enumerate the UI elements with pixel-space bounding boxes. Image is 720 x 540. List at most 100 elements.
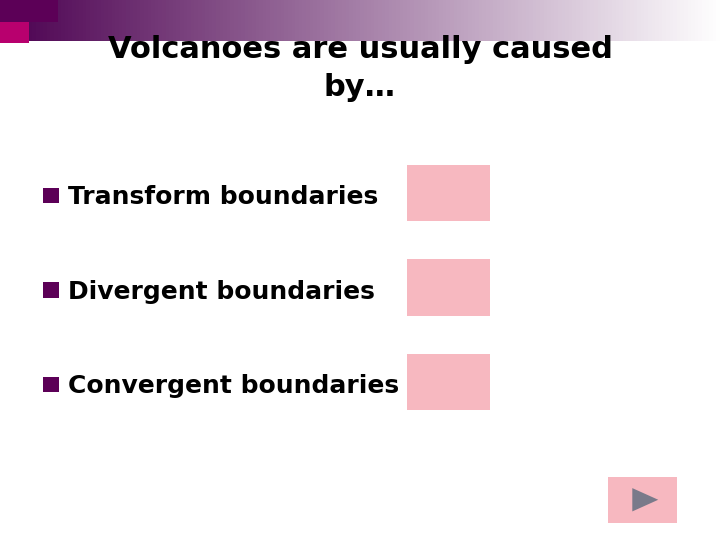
Bar [472, 0, 475, 40]
Bar [40, 0, 43, 40]
Bar [612, 0, 616, 40]
Bar [576, 0, 580, 40]
Bar [659, 0, 662, 40]
Bar [342, 0, 346, 40]
Bar [119, 0, 122, 40]
Bar [284, 0, 288, 40]
Bar [515, 0, 518, 40]
Bar [698, 0, 702, 40]
Bar [7, 0, 11, 40]
Bar [580, 0, 583, 40]
Bar [454, 0, 457, 40]
Bar [194, 0, 198, 40]
Bar [644, 0, 648, 40]
Bar [428, 0, 432, 40]
Bar [288, 0, 292, 40]
Bar [238, 0, 241, 40]
Bar [407, 354, 490, 410]
Bar [482, 0, 486, 40]
Bar [594, 0, 598, 40]
Bar [324, 0, 328, 40]
Bar [662, 0, 666, 40]
Bar [79, 0, 83, 40]
Bar [166, 0, 169, 40]
Bar [637, 0, 641, 40]
Bar [475, 0, 479, 40]
Bar [407, 259, 490, 316]
Bar [0, 22, 29, 43]
Bar [497, 0, 500, 40]
Bar [162, 0, 166, 40]
Bar [356, 0, 360, 40]
Bar [259, 0, 263, 40]
Bar [432, 0, 436, 40]
Bar [364, 0, 367, 40]
Bar [382, 0, 385, 40]
Bar [266, 0, 270, 40]
Bar [421, 0, 425, 40]
Bar [673, 0, 677, 40]
Bar [58, 0, 61, 40]
Bar [716, 0, 720, 40]
Bar [436, 0, 439, 40]
Bar [367, 0, 371, 40]
Bar [392, 0, 396, 40]
Bar [0, 0, 4, 40]
Bar [684, 0, 688, 40]
Bar [313, 0, 317, 40]
Bar [0, 0, 29, 22]
Bar [634, 0, 637, 40]
Bar [691, 0, 695, 40]
Bar [338, 0, 342, 40]
Bar [140, 0, 144, 40]
Bar [274, 0, 277, 40]
Bar [547, 0, 551, 40]
Bar [50, 0, 54, 40]
Bar [695, 0, 698, 40]
Bar [191, 0, 194, 40]
Bar [619, 0, 623, 40]
Bar [11, 0, 14, 40]
Bar [587, 0, 590, 40]
Text: Volcanoes are usually caused
by…: Volcanoes are usually caused by… [107, 35, 613, 102]
Bar [148, 0, 151, 40]
Bar [490, 0, 493, 40]
Bar [234, 0, 238, 40]
Bar [443, 0, 446, 40]
Bar [457, 0, 461, 40]
Bar [144, 0, 148, 40]
Bar [216, 0, 220, 40]
Bar [248, 0, 252, 40]
Bar [536, 0, 540, 40]
Bar [583, 0, 587, 40]
Bar [353, 0, 356, 40]
Bar [292, 0, 295, 40]
Bar [76, 0, 79, 40]
Bar [198, 0, 202, 40]
Bar [396, 0, 400, 40]
Bar [623, 0, 626, 40]
Bar [14, 0, 18, 40]
Bar [608, 477, 677, 523]
Bar [47, 0, 50, 40]
Bar [180, 0, 184, 40]
Bar [590, 0, 594, 40]
Bar [252, 0, 256, 40]
Bar [72, 0, 76, 40]
Bar [400, 0, 403, 40]
Bar [173, 0, 176, 40]
Bar [360, 0, 364, 40]
Bar [572, 0, 576, 40]
Bar [544, 0, 547, 40]
Bar [414, 0, 418, 40]
Bar [529, 0, 533, 40]
Bar [608, 0, 612, 40]
Bar [605, 0, 608, 40]
Bar [551, 0, 554, 40]
Bar [554, 0, 558, 40]
Bar [464, 0, 468, 40]
Bar [439, 0, 443, 40]
Bar [32, 0, 36, 40]
Bar [425, 0, 428, 40]
Bar [680, 0, 684, 40]
